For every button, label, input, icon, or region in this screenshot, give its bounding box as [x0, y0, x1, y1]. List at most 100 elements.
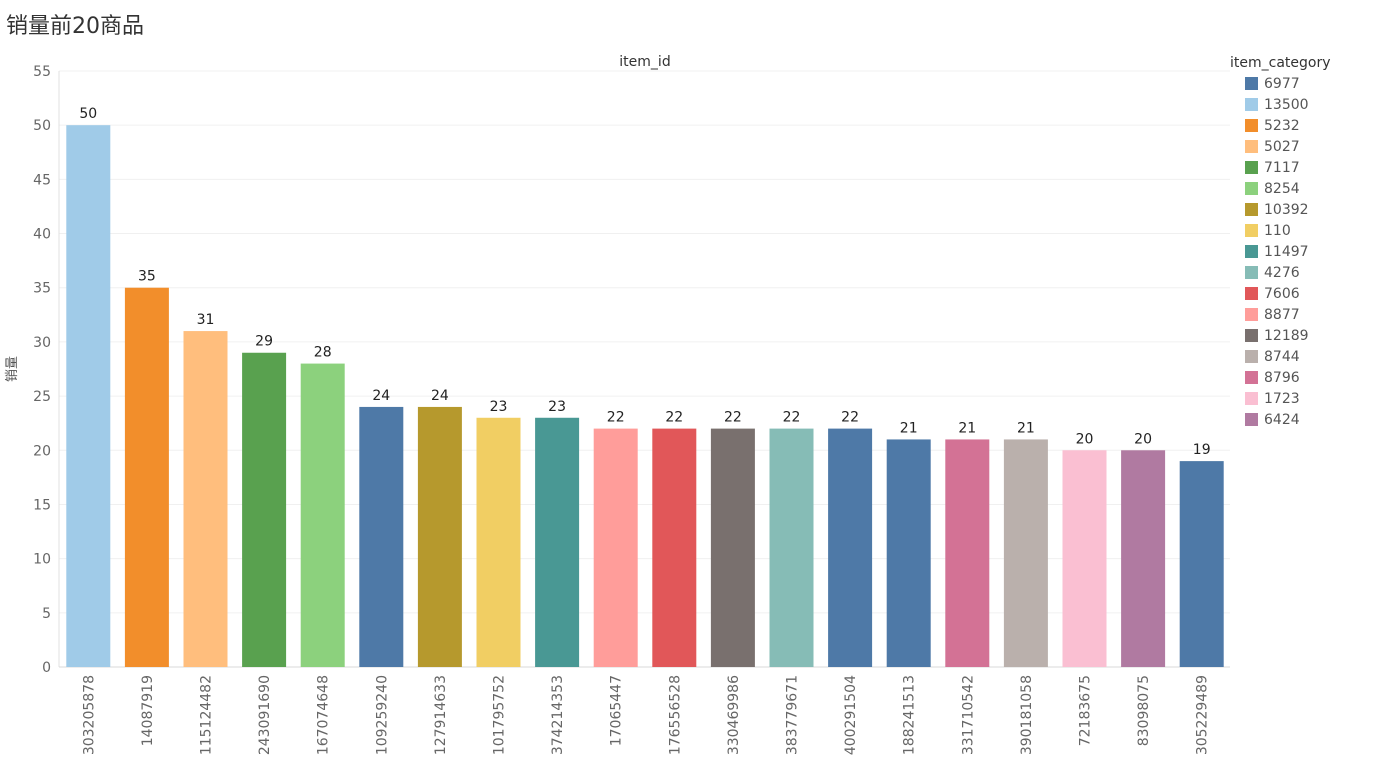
data-label: 28	[314, 345, 332, 361]
bar	[593, 428, 638, 667]
legend-swatch	[1245, 371, 1258, 384]
data-label: 21	[958, 420, 976, 436]
bar	[476, 417, 521, 667]
legend-swatch	[1245, 161, 1258, 174]
y-tick-label: 30	[33, 335, 51, 351]
legend-label: 7606	[1264, 285, 1300, 302]
bar	[183, 331, 228, 667]
legend-item: 8744	[1229, 346, 1379, 367]
chart-header: item_id	[619, 54, 670, 70]
x-tick-label: 127914633	[433, 675, 449, 755]
data-label: 20	[1076, 431, 1094, 447]
x-tick-label: 176556528	[667, 675, 683, 755]
y-tick-label: 5	[42, 606, 51, 622]
x-tick-label: 14087919	[140, 675, 156, 746]
legend-item: 7606	[1229, 283, 1379, 304]
y-tick-label: 55	[33, 64, 51, 80]
data-label: 21	[1017, 420, 1035, 436]
legend-label: 4276	[1264, 264, 1300, 281]
x-tick-label: 167074648	[316, 675, 332, 755]
legend-label: 11497	[1264, 243, 1309, 260]
legend-label: 8744	[1264, 348, 1300, 365]
x-tick-label: 72183675	[1078, 675, 1094, 746]
legend-item: 7117	[1229, 157, 1379, 178]
bar	[652, 428, 697, 667]
page-title: 销量前20商品	[6, 14, 144, 39]
data-label: 22	[665, 410, 683, 426]
data-label: 22	[607, 410, 625, 426]
bar	[1062, 450, 1107, 667]
x-tick-label: 374214353	[550, 675, 566, 755]
data-label: 22	[724, 410, 742, 426]
legend-item: 110	[1229, 220, 1379, 241]
y-tick-label: 0	[42, 660, 51, 676]
y-tick-label: 45	[33, 172, 51, 188]
bar	[1003, 439, 1048, 667]
legend-item: 8877	[1229, 304, 1379, 325]
legend-label: 110	[1264, 222, 1291, 239]
legend-label: 6977	[1264, 75, 1300, 92]
legend-swatch	[1245, 77, 1258, 90]
legend-item: 4276	[1229, 262, 1379, 283]
legend-swatch	[1245, 140, 1258, 153]
bar	[417, 406, 462, 667]
bar	[828, 428, 873, 667]
bar	[535, 417, 580, 667]
legend-item: 6424	[1229, 409, 1379, 430]
bar	[886, 439, 931, 667]
bar	[1179, 461, 1224, 667]
y-tick-label: 15	[33, 497, 51, 513]
bar	[359, 406, 404, 667]
data-label: 23	[548, 399, 566, 415]
bar	[124, 287, 169, 667]
legend-swatch	[1245, 287, 1258, 300]
y-tick-label: 25	[33, 389, 51, 405]
x-tick-label: 383779671	[785, 675, 801, 755]
legend-item: 11497	[1229, 241, 1379, 262]
legend-label: 7117	[1264, 159, 1300, 176]
x-tick-label: 109259240	[374, 675, 390, 755]
legend-label: 8254	[1264, 180, 1300, 197]
legend-swatch	[1245, 329, 1258, 342]
legend-item: 5027	[1229, 136, 1379, 157]
legend-item: 8796	[1229, 367, 1379, 388]
bar	[242, 352, 287, 667]
legend-item: 6977	[1229, 73, 1379, 94]
legend-items: 6977 13500 5232 5027 7117 8254 10392 110 11497 42…	[1229, 73, 1379, 430]
legend-item: 12189	[1229, 325, 1379, 346]
bar	[1121, 450, 1166, 667]
x-tick-label: 115124482	[199, 675, 215, 755]
legend-label: 5027	[1264, 138, 1300, 155]
data-label: 21	[900, 420, 918, 436]
legend-swatch	[1245, 203, 1258, 216]
x-tick-label: 83098075	[1136, 675, 1152, 746]
y-tick-label: 35	[33, 281, 51, 297]
x-tick-label: 101795752	[492, 675, 508, 755]
legend-item: 10392	[1229, 199, 1379, 220]
legend-label: 5232	[1264, 117, 1300, 134]
data-label: 22	[783, 410, 801, 426]
legend-label: 8796	[1264, 369, 1300, 386]
data-label: 50	[79, 106, 97, 122]
x-tick-label: 303205878	[81, 675, 97, 755]
x-tick-label: 330469986	[726, 675, 742, 755]
legend-swatch	[1245, 98, 1258, 111]
data-label: 22	[841, 410, 859, 426]
x-tick-label: 305229489	[1195, 675, 1211, 755]
legend-label: 8877	[1264, 306, 1300, 323]
legend-title: item_category	[1230, 55, 1331, 71]
x-tick-label: 243091690	[257, 675, 273, 755]
bar	[945, 439, 990, 667]
legend-item: 8254	[1229, 178, 1379, 199]
bar	[66, 125, 111, 667]
data-label: 19	[1193, 442, 1211, 458]
x-tick-label: 400291504	[843, 675, 859, 755]
legend-swatch	[1245, 266, 1258, 279]
data-label: 24	[431, 388, 449, 404]
y-tick-label: 40	[33, 227, 51, 243]
legend-swatch	[1245, 119, 1258, 132]
bar	[710, 428, 755, 667]
legend: item_category 6977 13500 5232 5027 7117 8254 1…	[1229, 53, 1379, 430]
legend-label: 1723	[1264, 390, 1300, 407]
x-tick-label: 331710542	[960, 675, 976, 755]
